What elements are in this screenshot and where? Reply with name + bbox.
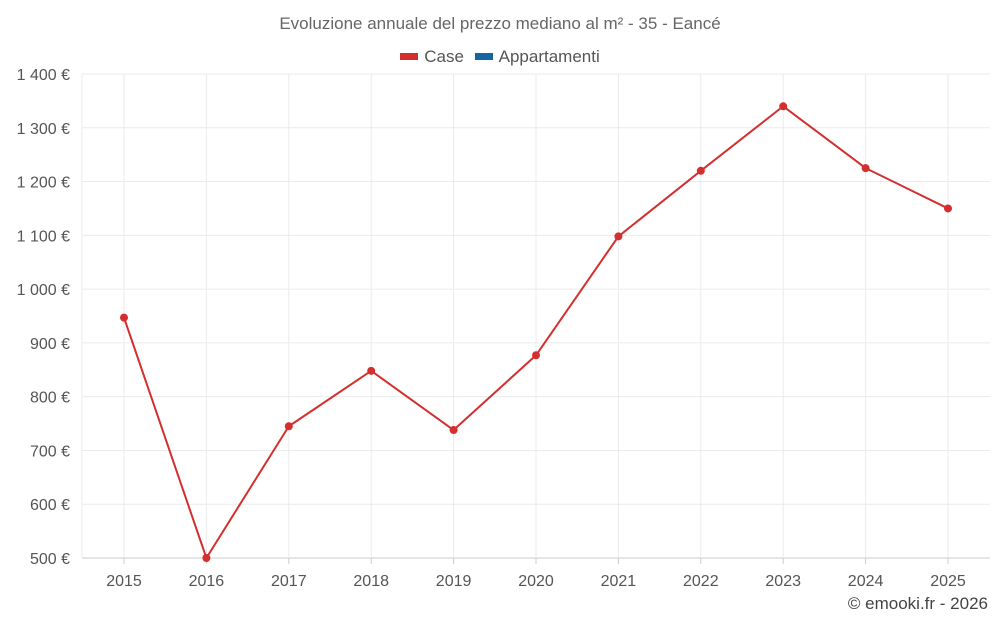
data-point (120, 313, 128, 322)
x-tick-label: 2021 (601, 573, 637, 590)
x-tick-label: 2019 (436, 573, 472, 590)
y-tick-label: 500 € (30, 551, 70, 568)
y-tick-label: 1 100 € (17, 228, 70, 245)
y-tick-label: 1 300 € (17, 121, 70, 138)
legend-item-appartamenti[interactable]: Appartamenti (474, 46, 600, 67)
data-point (944, 204, 952, 213)
data-point (861, 164, 870, 173)
y-tick-label: 700 € (30, 443, 70, 460)
y-tick-label: 800 € (30, 390, 70, 407)
x-tick-label: 2022 (683, 573, 719, 590)
chart-title: Evoluzione annuale del prezzo mediano al… (279, 14, 721, 33)
x-tick-label: 2024 (848, 573, 884, 590)
legend-item-case[interactable]: Case (400, 47, 464, 67)
legend-swatch-appartamenti (474, 53, 493, 60)
data-point (779, 102, 788, 111)
data-point (614, 232, 623, 241)
legend: Case Appartamenti (0, 45, 1000, 67)
data-point (284, 422, 293, 431)
x-tick-label: 2018 (353, 573, 389, 590)
y-tick-label: 600 € (30, 497, 70, 514)
x-tick-label: 2025 (930, 573, 966, 590)
y-tick-label: 900 € (30, 336, 70, 353)
y-tick-label: 1 000 € (17, 282, 70, 299)
x-tick-label: 2015 (106, 573, 142, 590)
data-point (696, 166, 705, 175)
legend-label-case: Case (424, 46, 464, 66)
data-point (449, 426, 458, 435)
legend-swatch-case (400, 53, 419, 60)
y-tick-label: 1 200 € (17, 175, 70, 192)
data-point (367, 366, 376, 375)
y-tick-label: 1 400 € (17, 67, 70, 84)
x-tick-label: 2016 (189, 573, 225, 590)
credit-text: © emooki.fr - 2026 (847, 594, 988, 613)
x-tick-label: 2023 (765, 573, 801, 590)
x-tick-label: 2017 (271, 573, 307, 590)
legend-label-appartamenti: Appartamenti (498, 46, 600, 66)
data-point (202, 554, 211, 562)
data-point (532, 351, 540, 360)
x-tick-label: 2020 (518, 573, 554, 590)
